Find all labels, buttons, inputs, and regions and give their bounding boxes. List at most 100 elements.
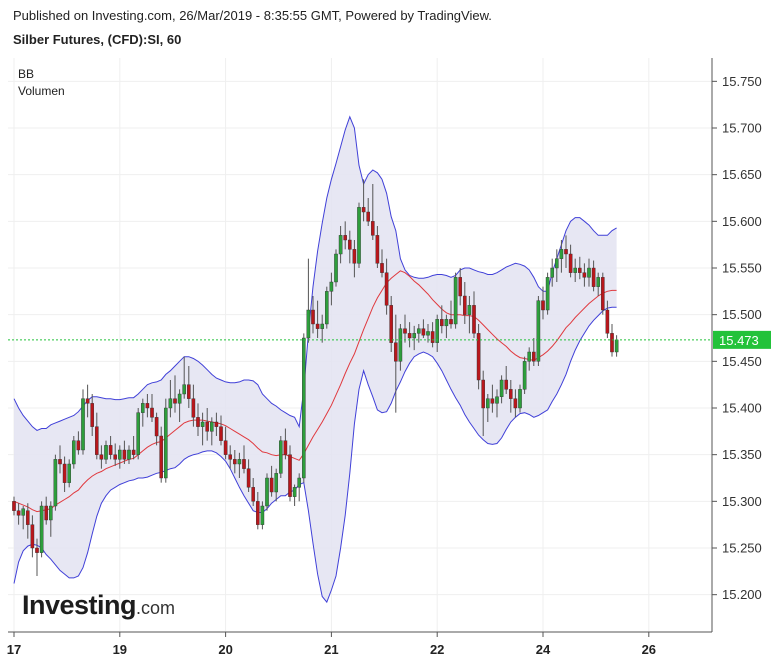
candle-body-up xyxy=(117,449,122,460)
candle xyxy=(297,473,302,502)
candle-body-up xyxy=(614,339,619,353)
candle-body-down xyxy=(389,305,394,343)
candle xyxy=(495,389,499,418)
candle xyxy=(417,324,421,343)
candle-body-up xyxy=(550,267,554,278)
candle-body-up xyxy=(67,463,71,483)
candle xyxy=(476,324,481,390)
candle-body-down xyxy=(159,435,164,479)
candle-body-down xyxy=(16,510,21,516)
candle-body-up xyxy=(302,337,306,479)
candle-body-up xyxy=(297,477,302,488)
candle xyxy=(265,473,269,511)
candle xyxy=(407,322,412,348)
candle xyxy=(311,296,315,334)
candle xyxy=(127,445,131,464)
bollinger-lower-band xyxy=(13,306,617,604)
candle-body-up xyxy=(559,249,564,259)
candle xyxy=(99,445,104,469)
x-tick-label: 24 xyxy=(536,642,551,657)
candle-body-down xyxy=(371,221,375,236)
candle-body-down xyxy=(490,398,495,404)
y-axis-ticks: 15.750 15.700 15.650 15.600 15.550 15.500 15.4… xyxy=(712,74,762,602)
candle xyxy=(113,443,117,466)
candle-body-down xyxy=(463,295,467,315)
candle-body-down xyxy=(564,249,568,255)
candle-body-down xyxy=(352,249,357,264)
candle xyxy=(269,465,274,497)
candle-body-up xyxy=(522,361,527,390)
candle-body-down xyxy=(394,342,398,362)
candle xyxy=(136,408,141,460)
y-tick-label: 15.200 xyxy=(722,587,762,602)
logo-suffix: .com xyxy=(136,598,176,618)
candle xyxy=(361,179,366,222)
candle-body-down xyxy=(219,426,223,441)
candle-body-up xyxy=(518,389,522,409)
candle-body-down xyxy=(99,454,104,460)
candle xyxy=(334,249,338,287)
candle xyxy=(573,258,577,282)
candle-body-down xyxy=(578,267,582,273)
candle-body-up xyxy=(426,331,430,336)
candle xyxy=(430,322,435,348)
candle xyxy=(159,426,164,483)
candle-body-down xyxy=(343,235,348,241)
candle-body-down xyxy=(361,207,366,213)
candle-body-up xyxy=(274,473,279,493)
last-price-badge: 15.473 xyxy=(713,330,771,349)
candle-body-up xyxy=(325,291,329,325)
candle xyxy=(348,230,352,264)
bollinger-band-fill xyxy=(14,116,617,603)
candle xyxy=(614,335,619,357)
candle xyxy=(242,445,246,474)
x-tick-label: 22 xyxy=(430,642,444,657)
candle xyxy=(196,403,200,436)
candle-body-down xyxy=(440,319,444,327)
candle-body-up xyxy=(200,421,205,427)
candle-body-down xyxy=(476,333,481,381)
candle xyxy=(81,389,85,455)
candle xyxy=(329,272,334,306)
candle-body-up xyxy=(39,505,44,553)
candle-body-down xyxy=(191,398,196,418)
candle-body-up xyxy=(292,487,297,497)
candle-body-down xyxy=(311,309,315,325)
axes xyxy=(8,58,713,633)
candle xyxy=(260,501,265,530)
candle-body-up xyxy=(265,477,269,507)
candle xyxy=(394,314,398,413)
candle xyxy=(26,503,30,539)
candle-body-down xyxy=(601,277,605,311)
candle-body-down xyxy=(44,505,48,521)
candle xyxy=(279,436,283,478)
last-price-badge-bg xyxy=(713,330,771,349)
candle-body-down xyxy=(76,440,81,451)
candle-body-down xyxy=(472,305,476,334)
candle xyxy=(76,431,81,455)
candle xyxy=(371,184,375,240)
candle xyxy=(154,412,159,446)
candle xyxy=(467,296,472,334)
candle-body-down xyxy=(605,309,610,334)
candle xyxy=(173,375,177,413)
candle xyxy=(58,445,62,474)
candle-body-down xyxy=(380,263,384,273)
y-tick-label: 15.300 xyxy=(722,494,762,509)
y-tick-label: 15.500 xyxy=(722,307,762,322)
y-tick-label: 15.250 xyxy=(722,541,762,556)
bollinger-basis-line xyxy=(13,270,617,513)
candle-body-up xyxy=(587,267,591,278)
candle xyxy=(582,263,587,287)
candle-body-down xyxy=(315,323,320,329)
candle xyxy=(163,398,168,483)
candle xyxy=(509,380,513,413)
candle xyxy=(352,240,357,278)
candle-body-up xyxy=(279,440,283,474)
indicator-volume-label: Volumen xyxy=(18,84,65,98)
candle-body-up xyxy=(417,328,421,334)
candle-body-down xyxy=(58,459,62,465)
candle xyxy=(168,380,173,418)
candle-body-down xyxy=(223,440,228,455)
